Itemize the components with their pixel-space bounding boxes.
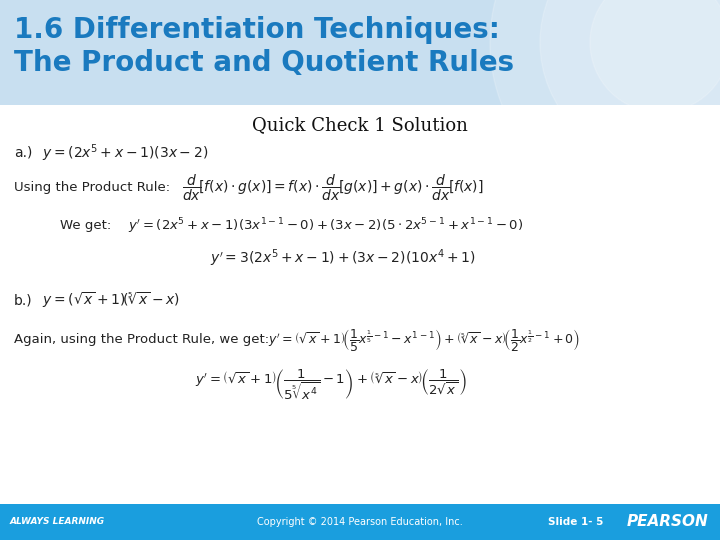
Text: Slide 1- 5: Slide 1- 5 [548, 517, 603, 527]
Text: PEARSON: PEARSON [626, 515, 708, 530]
Text: Using the Product Rule:: Using the Product Rule: [14, 181, 170, 194]
Circle shape [490, 0, 720, 213]
Text: Again, using the Product Rule, we get:: Again, using the Product Rule, we get: [14, 334, 269, 347]
Text: $\dfrac{d}{dx}\!\left[f(x)\cdot g(x)\right]=f(x)\cdot\dfrac{d}{dx}\!\left[g(x)\r: $\dfrac{d}{dx}\!\left[f(x)\cdot g(x)\rig… [182, 173, 484, 203]
Text: Copyright © 2014 Pearson Education, Inc.: Copyright © 2014 Pearson Education, Inc. [257, 517, 463, 527]
Text: b.): b.) [14, 293, 32, 307]
Text: $y'=3(2x^{5}+x-1)+(3x-2)(10x^{4}+1)$: $y'=3(2x^{5}+x-1)+(3x-2)(10x^{4}+1)$ [210, 247, 476, 269]
Text: We get:: We get: [60, 219, 112, 233]
Bar [0, 504, 720, 540]
Text: $y=(2x^{5}+x-1)(3x-2)$: $y=(2x^{5}+x-1)(3x-2)$ [42, 142, 208, 164]
Circle shape [0, 330, 70, 530]
Text: The Product and Quotient Rules: The Product and Quotient Rules [14, 49, 514, 77]
Bar [0, 0, 720, 105]
Circle shape [540, 0, 720, 163]
Text: $y'=(2x^{5}+x-1)(3x^{1-1}-0)+(3x-2)(5\cdot2x^{5-1}+x^{1-1}-0)$: $y'=(2x^{5}+x-1)(3x^{1-1}-0)+(3x-2)(5\cd… [128, 216, 523, 236]
Text: $y'=\left(\sqrt{x}+1\right)\!\left(\dfrac{1}{5\sqrt[5]{x^{4}}}-1\right)+\left(\s: $y'=\left(\sqrt{x}+1\right)\!\left(\dfra… [195, 368, 467, 402]
Text: $y'=\left(\sqrt{x}+1\right)\!\left(\dfrac{1}{5}x^{\frac{1}{5}-1}-x^{1-1}\right)+: $y'=\left(\sqrt{x}+1\right)\!\left(\dfra… [268, 327, 580, 353]
Text: ALWAYS LEARNING: ALWAYS LEARNING [10, 517, 105, 526]
Text: Quick Check 1 Solution: Quick Check 1 Solution [252, 116, 468, 134]
Text: $y=\left(\sqrt{x}+1\right)\!\left(\sqrt[5]{x}-x\right)$: $y=\left(\sqrt{x}+1\right)\!\left(\sqrt[… [42, 290, 180, 310]
Circle shape [590, 0, 720, 112]
Text: a.): a.) [14, 146, 32, 160]
Text: 1.6 Differentiation Techniques:: 1.6 Differentiation Techniques: [14, 16, 500, 44]
Circle shape [0, 230, 170, 540]
Bar [0, 105, 720, 504]
Circle shape [0, 280, 120, 540]
